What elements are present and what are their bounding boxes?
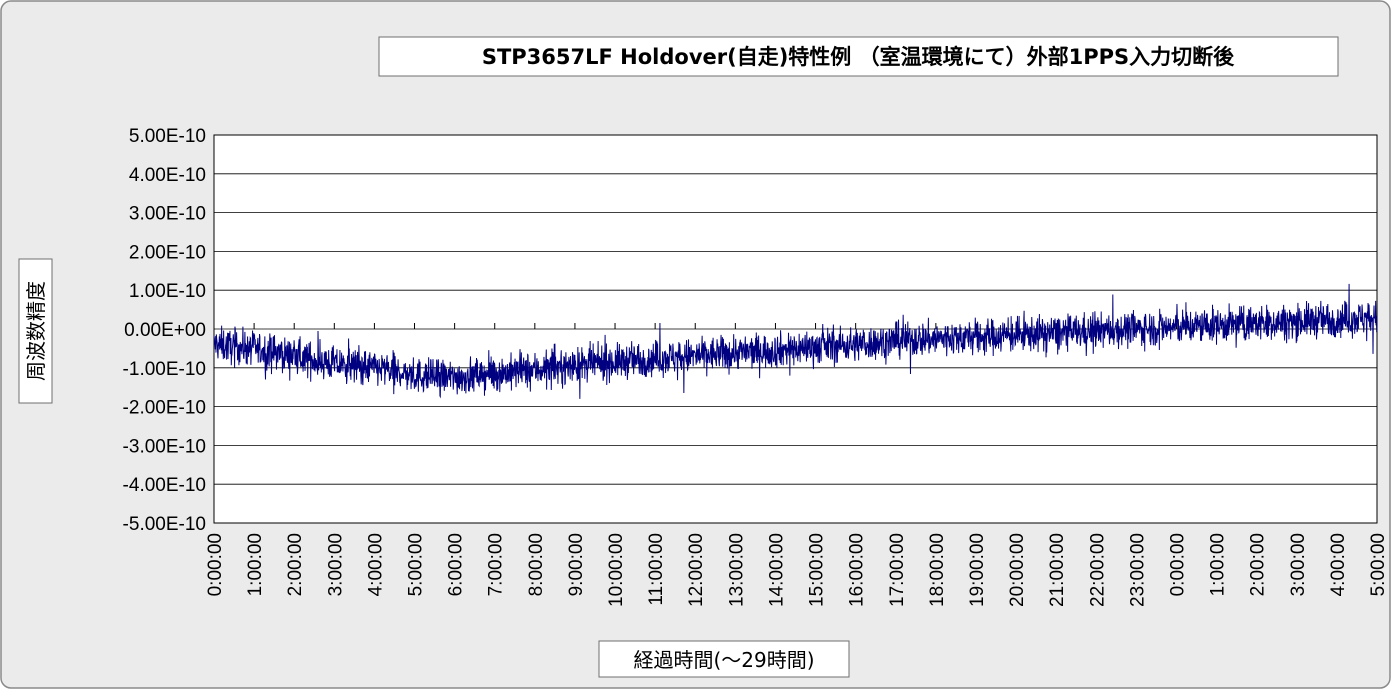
y-tick-label: 0.00E+00 [124,320,206,341]
y-tick-label: -3.00E-10 [123,436,206,457]
y-tick-label: -1.00E-10 [123,359,206,380]
y-tick-label: 3.00E-10 [129,204,206,225]
x-tick-label: 14:00:00 [766,533,787,607]
x-tick-label: 4:00:00 [1328,533,1349,596]
x-tick-label: 5:00:00 [406,533,427,596]
x-tick-label: 2:00:00 [285,533,306,596]
x-tick-label: 4:00:00 [365,533,386,596]
x-tick-label: 13:00:00 [726,533,747,607]
y-axis-tick-labels: 5.00E-10 4.00E-10 3.00E-10 2.00E-10 1.00E-10… [123,126,206,535]
x-axis-tick-labels: 0:00:00 1:00:00 2:00:00 3:00:00 4:00:00 5:00:… [205,533,1389,607]
y-axis-title-box [18,258,53,404]
x-tick-label: 10:00:00 [606,533,627,607]
y-tick-label: 4.00E-10 [129,165,206,186]
y-tick-label: -2.00E-10 [123,398,206,419]
x-tick-label: 5:00:00 [1368,533,1389,596]
x-tick-label: 1:00:00 [1208,533,1229,596]
x-tick-label: 7:00:00 [486,533,507,596]
x-tick-label: 20:00:00 [1007,533,1028,607]
x-tick-label: 3:00:00 [1288,533,1309,596]
x-tick-label: 8:00:00 [526,533,547,596]
y-tick-label: -5.00E-10 [123,514,206,535]
series-layer [214,283,1377,399]
series-line [214,283,1377,399]
x-tick-label: 17:00:00 [887,533,908,607]
x-tick-label: 6:00:00 [446,533,467,596]
y-tick-label: 2.00E-10 [129,242,206,263]
x-tick-label: 15:00:00 [807,533,828,607]
x-tick-label: 23:00:00 [1127,533,1148,607]
x-tick-label: 21:00:00 [1047,533,1068,607]
x-tick-label: 12:00:00 [686,533,707,607]
chart-title: STP3657LF Holdover(自走)特性例 （室温環境にて）外部1PPS… [482,45,1235,69]
y-axis-title: 周波数精度 [24,281,48,381]
x-tick-label: 3:00:00 [325,533,346,596]
x-tick-label: 16:00:00 [847,533,868,607]
x-axis-title: 経過時間(～29時間) [633,648,814,672]
x-tick-label: 9:00:00 [566,533,587,596]
y-tick-label: -4.00E-10 [123,475,206,496]
x-tick-label: 0:00:00 [205,533,226,596]
x-tick-label: 22:00:00 [1087,533,1108,607]
x-axis-title-box [598,640,850,678]
x-tick-label: 1:00:00 [245,533,266,596]
y-tick-label: 5.00E-10 [129,126,206,147]
x-tick-label: 11:00:00 [646,533,667,606]
chart-title-box [378,36,1339,77]
y-tick-label: 1.00E-10 [129,281,206,302]
x-tick-label: 18:00:00 [927,533,948,607]
x-tick-label: 19:00:00 [967,533,988,607]
x-tick-label: 0:00:00 [1167,533,1188,596]
x-tick-label: 2:00:00 [1248,533,1269,596]
